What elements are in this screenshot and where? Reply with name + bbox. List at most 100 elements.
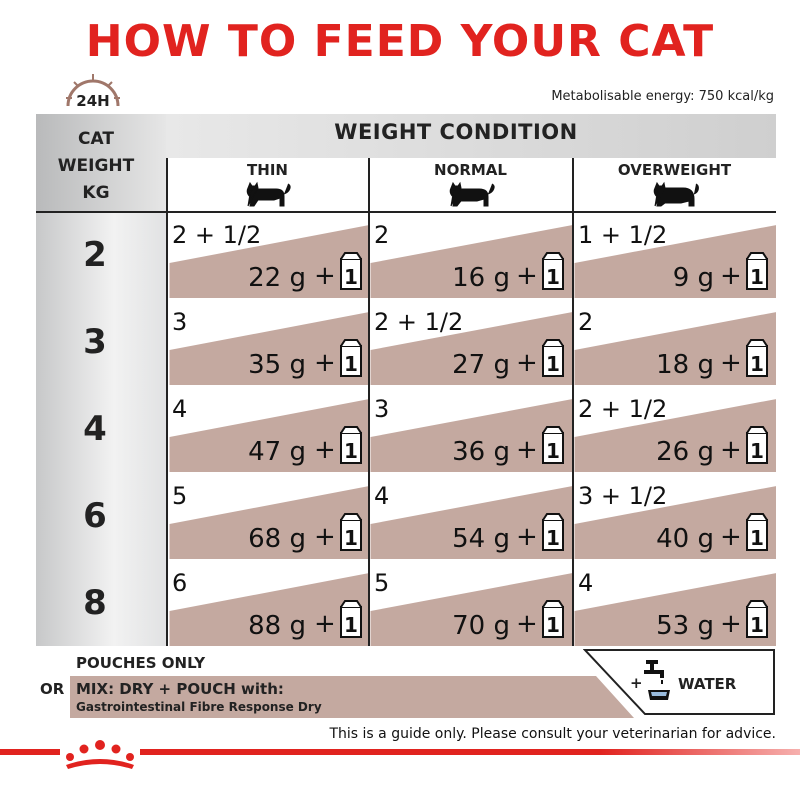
table-cell: 2 16 g +1 (370, 213, 572, 298)
pouch-count: 4 (172, 395, 188, 423)
pouch-count: 2 + 1/2 (172, 221, 262, 249)
pack-count: 1 (546, 526, 560, 550)
cat-icon (441, 180, 497, 212)
pack-count: 1 (750, 439, 764, 463)
pack-count: 1 (750, 352, 764, 376)
plus-sign: + (720, 609, 742, 639)
pouch-count: 5 (172, 482, 188, 510)
dry-wedge (370, 399, 572, 472)
table-cell: 4 53 g +1 (574, 561, 776, 646)
pouch-count: 3 (172, 308, 188, 336)
pack-count: 1 (546, 613, 560, 637)
row-separator (166, 472, 776, 475)
table-cell: 1 + 1/2 9 g +1 (574, 213, 776, 298)
dry-amount: 9 g (672, 263, 714, 293)
dry-pack-icon: 1 (540, 338, 566, 382)
pack-count: 1 (344, 439, 358, 463)
pack-count: 1 (344, 265, 358, 289)
cat-icon (645, 180, 701, 212)
pouch-count: 2 + 1/2 (578, 395, 668, 423)
dry-pack-icon: 1 (338, 599, 364, 643)
table-cell: 2 18 g +1 (574, 300, 776, 385)
column-divider (166, 158, 168, 646)
dry-pack-icon: 1 (744, 425, 770, 469)
plus-sign: + (516, 348, 538, 378)
table-cell: 2 + 1/2 22 g +1 (168, 213, 368, 298)
brand-red-line (0, 749, 800, 755)
table-cell: 3 35 g +1 (168, 300, 368, 385)
dry-amount: 16 g (452, 263, 510, 293)
column-header-overweight: OVERWEIGHT (573, 158, 776, 211)
feeding-table: CAT WEIGHT KG WEIGHT CONDITION THIN NORM… (36, 114, 776, 646)
table-cell: 4 47 g +1 (168, 387, 368, 472)
pouch-count: 5 (374, 569, 390, 597)
header-rule (36, 211, 776, 213)
plus-sign: + (314, 435, 336, 465)
dry-pack-icon: 1 (338, 425, 364, 469)
table-cell: 3 + 1/2 40 g +1 (574, 474, 776, 559)
plus-sign: + (720, 435, 742, 465)
column-divider (368, 158, 370, 646)
dry-wedge (169, 399, 368, 472)
dry-pack-icon: 1 (540, 251, 566, 295)
dry-wedge (574, 486, 776, 559)
pack-count: 1 (344, 526, 358, 550)
dry-amount: 35 g (248, 350, 306, 380)
column-header-normal: NORMAL (369, 158, 572, 211)
plus-sign: + (516, 261, 538, 291)
dry-pack-icon: 1 (338, 251, 364, 295)
plus-sign: + (314, 522, 336, 552)
dry-amount: 53 g (656, 611, 714, 641)
column-divider (572, 158, 574, 646)
dry-amount: 70 g (452, 611, 510, 641)
plus-sign: + (720, 348, 742, 378)
pack-count: 1 (546, 265, 560, 289)
dry-wedge (574, 312, 776, 385)
table-cell: 5 68 g +1 (168, 474, 368, 559)
mix-bar (70, 676, 634, 718)
dry-amount: 47 g (248, 437, 306, 467)
dry-wedge (574, 399, 776, 472)
water-plus: + (630, 674, 643, 692)
row-separator (166, 385, 776, 388)
dry-wedge (370, 486, 572, 559)
water-tap-icon (642, 658, 672, 708)
table-cell: 6 88 g +1 (168, 561, 368, 646)
pouch-count: 3 (374, 395, 390, 423)
pouch-count: 2 + 1/2 (374, 308, 464, 336)
dry-amount: 18 g (656, 350, 714, 380)
dry-pack-icon: 1 (540, 599, 566, 643)
row-weight: 6 (83, 496, 107, 536)
column-label: NORMAL (434, 161, 507, 179)
pouch-count: 4 (578, 569, 594, 597)
plus-sign: + (314, 261, 336, 291)
dry-amount: 68 g (248, 524, 306, 554)
pouch-count: 2 (374, 221, 390, 249)
disclaimer: This is a guide only. Please consult you… (329, 726, 776, 742)
pack-count: 1 (750, 526, 764, 550)
table-cell: 2 + 1/2 27 g +1 (370, 300, 572, 385)
row-weight: 3 (83, 322, 107, 362)
pouch-count: 4 (374, 482, 390, 510)
plus-sign: + (720, 261, 742, 291)
dry-amount: 54 g (452, 524, 510, 554)
dry-pack-icon: 1 (744, 512, 770, 556)
weight-header (36, 114, 166, 212)
dry-wedge (370, 312, 572, 385)
metabolisable-energy: Metabolisable energy: 750 kcal/kg (551, 89, 774, 104)
dry-wedge (169, 225, 368, 298)
dry-wedge (574, 225, 776, 298)
dry-pack-icon: 1 (338, 512, 364, 556)
column-label: OVERWEIGHT (617, 161, 732, 179)
dry-pack-icon: 1 (744, 599, 770, 643)
column-header-thin: THIN (166, 158, 369, 211)
plus-sign: + (516, 522, 538, 552)
mix-label: MIX: DRY + POUCH with: (76, 680, 284, 698)
dry-pack-icon: 1 (540, 425, 566, 469)
table-cell: 4 54 g +1 (370, 474, 572, 559)
weight-condition-band: WEIGHT CONDITION (166, 114, 776, 158)
dry-wedge (370, 573, 572, 646)
pouch-count: 3 + 1/2 (578, 482, 668, 510)
row-separator (166, 559, 776, 562)
dry-pack-icon: 1 (540, 512, 566, 556)
